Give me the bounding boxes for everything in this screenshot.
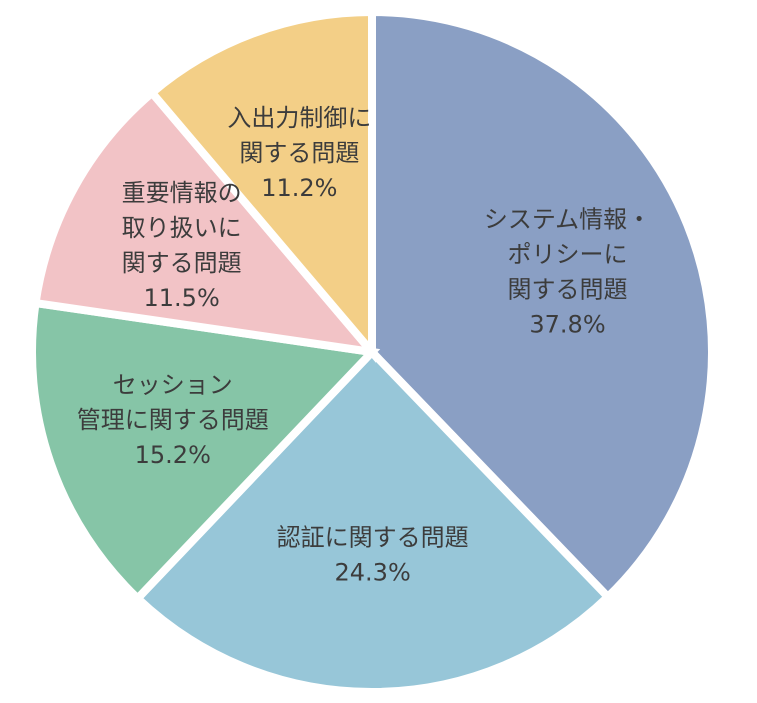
slice-category-label: 管理に関する問題 [77,406,269,434]
slice-category-label: 認証に関する問題 [277,523,469,551]
slice-category-label: 重要情報の [122,179,242,207]
slice-value-label: 11.5% [144,284,220,312]
slice-category-label: 関する問題 [239,139,359,167]
slice-category-label: システム情報・ [484,206,651,234]
slice-label: セッション管理に関する問題 15.2% [77,371,269,469]
slice-label: 認証に関する問題 24.3% [277,523,469,586]
slice-value-label: 11.2% [261,174,337,202]
slice-category-label: 関する問題 [122,249,242,277]
slice-value-label: 24.3% [335,558,411,586]
pie-labels: システム情報・ポリシーに関する問題 37.8%認証に関する問題 24.3%セッション… [77,104,651,586]
pie-slice [132,346,614,696]
slice-value-label: 15.2% [135,441,211,469]
pie-slice [31,87,382,358]
slice-category-label: 取り扱いに [122,214,242,242]
slice-category-label: セッション [113,371,233,399]
pie-slice [368,7,716,603]
slice-value-label: 37.8% [529,311,605,339]
slice-label: 入出力制御に関する問題 11.2% [227,104,371,202]
slice-category-label: ポリシーに [508,241,628,269]
slice-category-label: 入出力制御に [227,104,371,132]
pie-slice [146,7,376,363]
pie-slice [28,298,381,605]
slice-category-label: 関する問題 [508,276,628,304]
slice-label: 重要情報の取り扱いに関する問題 11.5% [122,179,242,312]
slice-label: システム情報・ポリシーに関する問題 37.8% [484,206,651,339]
pie-slices [28,7,716,696]
